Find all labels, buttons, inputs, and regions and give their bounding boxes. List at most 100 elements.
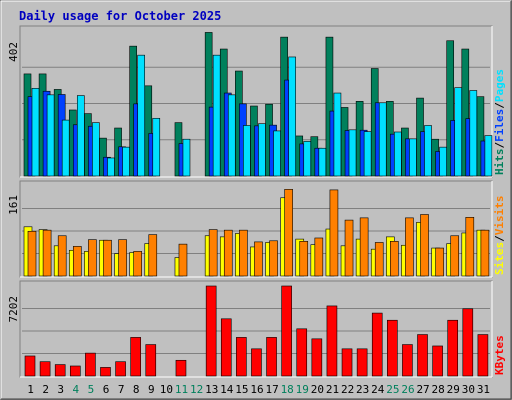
x-tick-label-day-6: 6 bbox=[103, 383, 110, 396]
bar-kbytes-day-23 bbox=[356, 348, 368, 377]
x-tick-label-day-15: 15 bbox=[235, 383, 248, 396]
x-tick-label-day-18: 18 bbox=[281, 383, 294, 396]
x-tick-label-day-3: 3 bbox=[57, 383, 64, 396]
bar-pages-day-21 bbox=[333, 92, 342, 177]
x-tick-label-day-20: 20 bbox=[311, 383, 324, 396]
bar-pages-day-13 bbox=[212, 54, 221, 177]
bar-pages-day-3 bbox=[61, 119, 70, 177]
x-tick-label-day-13: 13 bbox=[205, 383, 218, 396]
bar-pages-day-25 bbox=[394, 131, 402, 177]
bar-visits-day-31 bbox=[480, 229, 490, 277]
x-tick-label-day-1: 1 bbox=[27, 383, 34, 396]
x-tick-label-day-24: 24 bbox=[371, 383, 385, 396]
bar-kbytes-day-29 bbox=[447, 319, 459, 377]
bar-kbytes-day-8 bbox=[130, 337, 141, 377]
bar-visits-day-4 bbox=[72, 246, 82, 277]
bar-kbytes-day-20 bbox=[311, 338, 323, 377]
bar-kbytes-day-26 bbox=[402, 344, 413, 377]
bar-kbytes-day-14 bbox=[220, 318, 232, 377]
bar-visits-day-21 bbox=[329, 189, 339, 277]
bar-kbytes-day-19 bbox=[296, 328, 308, 377]
x-tick-label-day-14: 14 bbox=[220, 383, 234, 396]
legend-entry: / bbox=[493, 102, 506, 109]
bar-pages-day-19 bbox=[303, 141, 312, 177]
bar-pages-day-23 bbox=[363, 131, 372, 177]
bar-visits-day-11 bbox=[178, 243, 188, 277]
bar-hits-day-29 bbox=[446, 40, 455, 177]
bar-visits-day-17 bbox=[269, 240, 278, 277]
bar-kbytes-day-3 bbox=[54, 364, 66, 377]
bar-pages-day-28 bbox=[439, 146, 447, 177]
bar-pages-day-14 bbox=[227, 94, 236, 177]
chart-title: Daily usage for October 2025 bbox=[19, 9, 221, 23]
bar-kbytes-day-1 bbox=[24, 355, 36, 377]
bar-visits-day-13 bbox=[208, 229, 218, 277]
bar-pages-day-8 bbox=[137, 54, 145, 177]
x-tick-label-day-7: 7 bbox=[118, 383, 125, 396]
bar-visits-day-14 bbox=[223, 229, 233, 277]
bar-visits-day-16 bbox=[254, 241, 263, 277]
bar-visits-day-28 bbox=[435, 247, 444, 277]
bar-pages-day-17 bbox=[273, 130, 281, 177]
x-tick-label-day-17: 17 bbox=[265, 383, 278, 396]
bar-pages-day-5 bbox=[92, 122, 100, 177]
bar-pages-day-18 bbox=[288, 56, 296, 177]
x-tick-label-day-10: 10 bbox=[160, 383, 173, 396]
bar-kbytes-day-11 bbox=[175, 359, 187, 377]
x-tick-label-day-22: 22 bbox=[341, 383, 354, 396]
bar-kbytes-day-13 bbox=[205, 285, 217, 377]
legend-entry: / bbox=[493, 235, 506, 242]
x-tick-label-day-28: 28 bbox=[432, 383, 445, 396]
x-tick-label-day-2: 2 bbox=[42, 383, 49, 396]
x-tick-label-day-21: 21 bbox=[326, 383, 339, 396]
bar-pages-day-16 bbox=[258, 123, 266, 177]
x-tick-label-day-31: 31 bbox=[477, 383, 490, 396]
x-tick-label-day-19: 19 bbox=[296, 383, 309, 396]
bar-visits-day-23 bbox=[359, 217, 369, 277]
x-tick-label-day-8: 8 bbox=[133, 383, 140, 396]
bar-visits-day-24 bbox=[374, 242, 384, 277]
bar-pages-day-29 bbox=[454, 87, 463, 177]
legend: Hits/Files/Pages bbox=[493, 69, 506, 175]
legend-entry: Sites bbox=[493, 242, 506, 275]
y-max-label: 161 bbox=[7, 195, 20, 215]
bar-visits-day-18 bbox=[284, 189, 293, 277]
bar-visits-day-22 bbox=[344, 219, 354, 277]
x-tick-label-day-29: 29 bbox=[447, 383, 460, 396]
bar-pages-day-27 bbox=[424, 125, 432, 177]
bar-pages-day-24 bbox=[378, 102, 387, 177]
x-tick-label-day-5: 5 bbox=[88, 383, 95, 396]
bar-kbytes-day-9 bbox=[145, 344, 157, 377]
legend-entry: Pages bbox=[493, 69, 506, 102]
bar-kbytes-day-31 bbox=[477, 334, 489, 377]
bar-hits-day-21 bbox=[325, 36, 334, 177]
legend-entry: KBytes bbox=[493, 335, 506, 375]
bar-pages-day-4 bbox=[76, 95, 85, 177]
bar-pages-day-22 bbox=[348, 129, 357, 177]
bar-visits-day-19 bbox=[299, 241, 309, 277]
bar-pages-day-9 bbox=[152, 117, 161, 177]
bar-visits-day-25 bbox=[390, 241, 399, 277]
bar-visits-day-29 bbox=[450, 235, 460, 277]
bar-pages-day-20 bbox=[318, 147, 327, 177]
bar-visits-day-9 bbox=[148, 234, 158, 277]
legend: Sites/Visits bbox=[493, 196, 506, 276]
bar-visits-day-6 bbox=[103, 239, 112, 277]
x-tick-label-day-23: 23 bbox=[356, 383, 369, 396]
bar-visits-day-27 bbox=[420, 214, 429, 277]
panel-sites-visits: 161 Sites/Visits bbox=[7, 180, 506, 278]
bar-kbytes-day-22 bbox=[341, 348, 353, 377]
bar-pages-day-1 bbox=[31, 88, 40, 177]
bar-pages-day-26 bbox=[409, 138, 417, 177]
bar-kbytes-day-28 bbox=[432, 345, 443, 377]
bar-kbytes-day-24 bbox=[371, 312, 383, 377]
bar-visits-day-5 bbox=[88, 239, 97, 277]
x-tick-label-day-27: 27 bbox=[416, 383, 429, 396]
bar-kbytes-day-16 bbox=[251, 348, 262, 377]
bar-visits-day-15 bbox=[239, 229, 248, 277]
legend: KBytes bbox=[493, 335, 506, 375]
bar-kbytes-day-15 bbox=[236, 337, 247, 377]
